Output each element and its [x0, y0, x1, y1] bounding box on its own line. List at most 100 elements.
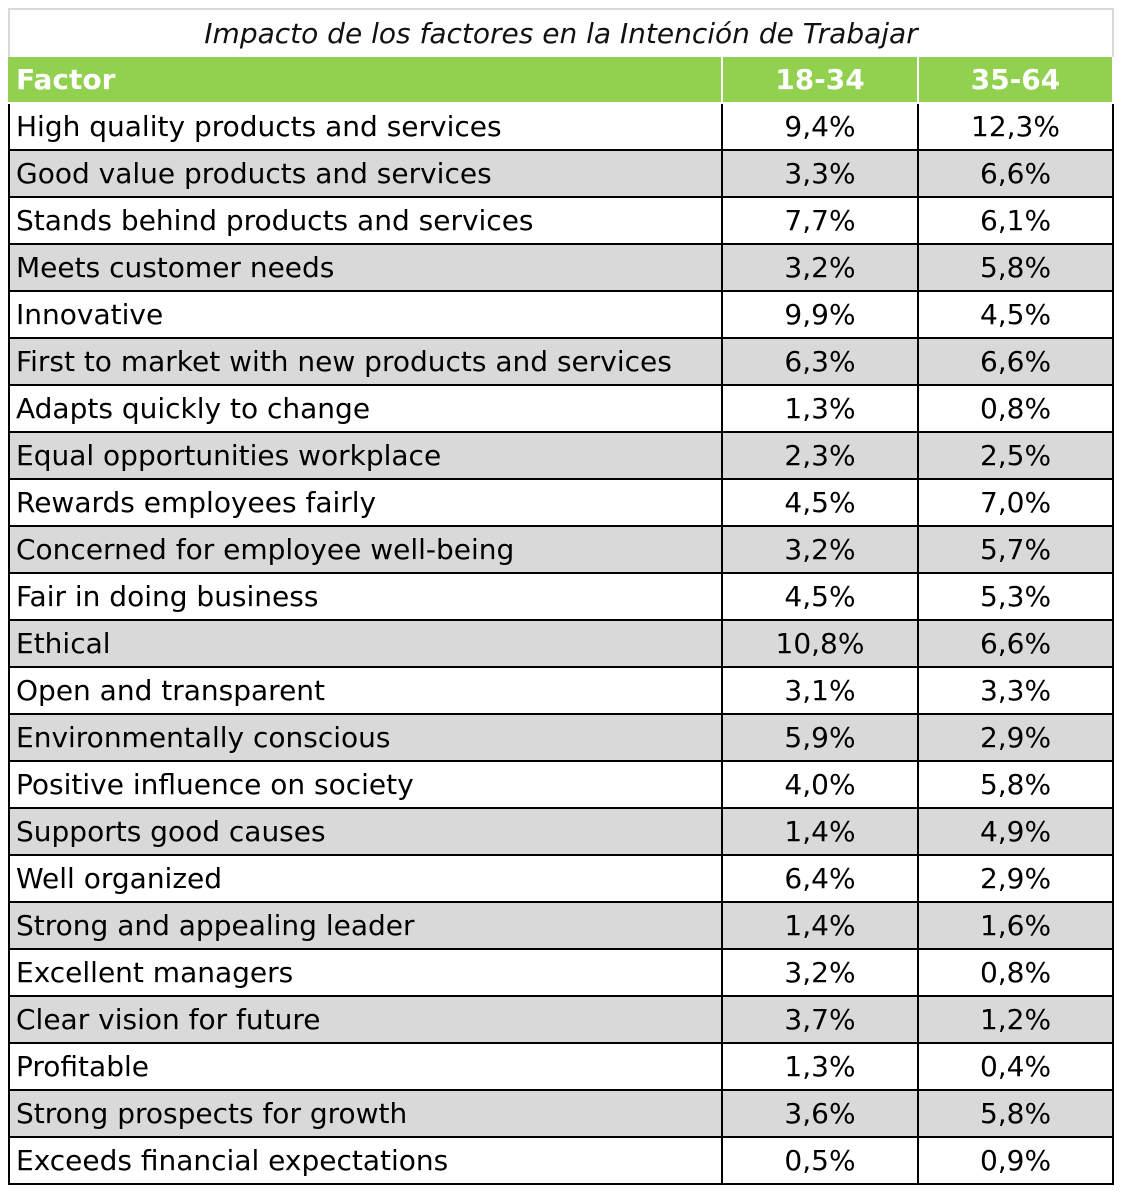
column-header-18-34: 18-34	[721, 55, 919, 104]
value-18-34-cell: 1,4%	[721, 901, 919, 950]
factor-impact-table-sheet: Impacto de los factores en la Intención …	[7, 8, 1115, 1185]
value-35-64-cell: 5,8%	[916, 760, 1115, 809]
value-35-64-cell: 5,8%	[916, 243, 1115, 292]
value-18-34-cell: 10,8%	[721, 619, 919, 668]
table-row: Stands behind products and services 7,7% 6…	[8, 196, 1115, 245]
table-row: Supports good causes 1,4% 4,9%	[8, 807, 1115, 856]
value-35-64-cell: 2,9%	[916, 713, 1115, 762]
value-35-64-cell: 6,6%	[916, 619, 1115, 668]
value-35-64-cell: 6,6%	[916, 337, 1115, 386]
value-35-64-cell: 0,4%	[916, 1042, 1115, 1091]
factor-cell: Stands behind products and services	[8, 196, 723, 245]
factor-cell: Environmentally conscious	[8, 713, 723, 762]
value-18-34-cell: 7,7%	[721, 196, 919, 245]
table-row: Meets customer needs 3,2% 5,8%	[8, 243, 1115, 292]
value-35-64-cell: 2,9%	[916, 854, 1115, 903]
factor-cell: Rewards employees fairly	[8, 478, 723, 527]
value-18-34-cell: 3,1%	[721, 666, 919, 715]
value-18-34-cell: 0,5%	[721, 1136, 919, 1185]
table-row: Adapts quickly to change 1,3% 0,8%	[8, 384, 1115, 433]
factor-cell: Fair in doing business	[8, 572, 723, 621]
column-header-factor: Factor	[8, 55, 723, 104]
value-18-34-cell: 1,3%	[721, 384, 919, 433]
factor-impact-table: Impacto de los factores en la Intención …	[7, 8, 1115, 1185]
value-18-34-cell: 3,2%	[721, 525, 919, 574]
table-title-row: Impacto de los factores en la Intención …	[7, 8, 1115, 56]
table-row: Rewards employees fairly 4,5% 7,0%	[8, 478, 1115, 527]
value-35-64-cell: 5,7%	[916, 525, 1115, 574]
value-35-64-cell: 5,8%	[916, 1089, 1115, 1138]
factor-cell: Open and transparent	[8, 666, 723, 715]
value-35-64-cell: 3,3%	[916, 666, 1115, 715]
value-35-64-cell: 7,0%	[916, 478, 1115, 527]
factor-cell: First to market with new products and se…	[8, 337, 723, 386]
value-35-64-cell: 4,5%	[916, 290, 1115, 339]
value-18-34-cell: 9,9%	[721, 290, 919, 339]
table-row: Concerned for employee well-being 3,2% 5,7…	[8, 525, 1115, 574]
table-row: First to market with new products and se…	[8, 337, 1115, 386]
value-35-64-cell: 0,9%	[916, 1136, 1115, 1185]
table-row: Excellent managers 3,2% 0,8%	[8, 948, 1115, 997]
value-18-34-cell: 2,3%	[721, 431, 919, 480]
value-18-34-cell: 3,2%	[721, 948, 919, 997]
factor-cell: Excellent managers	[8, 948, 723, 997]
factor-cell: Exceeds financial expectations	[8, 1136, 723, 1185]
factor-cell: Good value products and services	[8, 149, 723, 198]
value-18-34-cell: 4,0%	[721, 760, 919, 809]
factor-cell: Profitable	[8, 1042, 723, 1091]
table-row: Environmentally conscious 5,9% 2,9%	[8, 713, 1115, 762]
value-18-34-cell: 5,9%	[721, 713, 919, 762]
value-18-34-cell: 1,3%	[721, 1042, 919, 1091]
factor-cell: High quality products and services	[8, 102, 723, 151]
factor-cell: Adapts quickly to change	[8, 384, 723, 433]
factor-cell: Positive influence on society	[8, 760, 723, 809]
value-18-34-cell: 4,5%	[721, 572, 919, 621]
table-row: High quality products and services 9,4% 12…	[8, 102, 1115, 151]
table-row: Fair in doing business 4,5% 5,3%	[8, 572, 1115, 621]
factor-cell: Clear vision for future	[8, 995, 723, 1044]
value-35-64-cell: 12,3%	[916, 102, 1115, 151]
value-35-64-cell: 1,2%	[916, 995, 1115, 1044]
value-18-34-cell: 3,2%	[721, 243, 919, 292]
factor-cell: Well organized	[8, 854, 723, 903]
table-row: Strong and appealing leader 1,4% 1,6%	[8, 901, 1115, 950]
table-title: Impacto de los factores en la Intención …	[7, 8, 1115, 56]
table-row: Exceeds financial expectations 0,5% 0,9%	[8, 1136, 1115, 1185]
factor-cell: Supports good causes	[8, 807, 723, 856]
table-header-row: Factor 18-34 35-64	[8, 55, 1115, 104]
table-row: Equal opportunities workplace 2,3% 2,5%	[8, 431, 1115, 480]
value-18-34-cell: 6,3%	[721, 337, 919, 386]
value-35-64-cell: 1,6%	[916, 901, 1115, 950]
value-35-64-cell: 0,8%	[916, 384, 1115, 433]
value-18-34-cell: 9,4%	[721, 102, 919, 151]
table-row: Clear vision for future 3,7% 1,2%	[8, 995, 1115, 1044]
factor-cell: Strong and appealing leader	[8, 901, 723, 950]
factor-cell: Innovative	[8, 290, 723, 339]
value-35-64-cell: 2,5%	[916, 431, 1115, 480]
value-18-34-cell: 3,3%	[721, 149, 919, 198]
factor-cell: Equal opportunities workplace	[8, 431, 723, 480]
value-35-64-cell: 4,9%	[916, 807, 1115, 856]
table-row: Ethical 10,8% 6,6%	[8, 619, 1115, 668]
column-header-35-64: 35-64	[916, 55, 1115, 104]
value-18-34-cell: 3,7%	[721, 995, 919, 1044]
table-row: Profitable 1,3% 0,4%	[8, 1042, 1115, 1091]
factor-cell: Concerned for employee well-being	[8, 525, 723, 574]
value-18-34-cell: 6,4%	[721, 854, 919, 903]
factor-cell: Ethical	[8, 619, 723, 668]
value-35-64-cell: 5,3%	[916, 572, 1115, 621]
value-18-34-cell: 1,4%	[721, 807, 919, 856]
value-35-64-cell: 6,1%	[916, 196, 1115, 245]
value-35-64-cell: 0,8%	[916, 948, 1115, 997]
factor-cell: Meets customer needs	[8, 243, 723, 292]
value-18-34-cell: 4,5%	[721, 478, 919, 527]
table-row: Open and transparent 3,1% 3,3%	[8, 666, 1115, 715]
factor-cell: Strong prospects for growth	[8, 1089, 723, 1138]
table-body: High quality products and services 9,4% 12…	[8, 102, 1115, 1185]
value-18-34-cell: 3,6%	[721, 1089, 919, 1138]
table-row: Good value products and services 3,3% 6,6%	[8, 149, 1115, 198]
table-row: Well organized 6,4% 2,9%	[8, 854, 1115, 903]
table-row: Strong prospects for growth 3,6% 5,8%	[8, 1089, 1115, 1138]
table-row: Positive influence on society 4,0% 5,8%	[8, 760, 1115, 809]
table-row: Innovative 9,9% 4,5%	[8, 290, 1115, 339]
